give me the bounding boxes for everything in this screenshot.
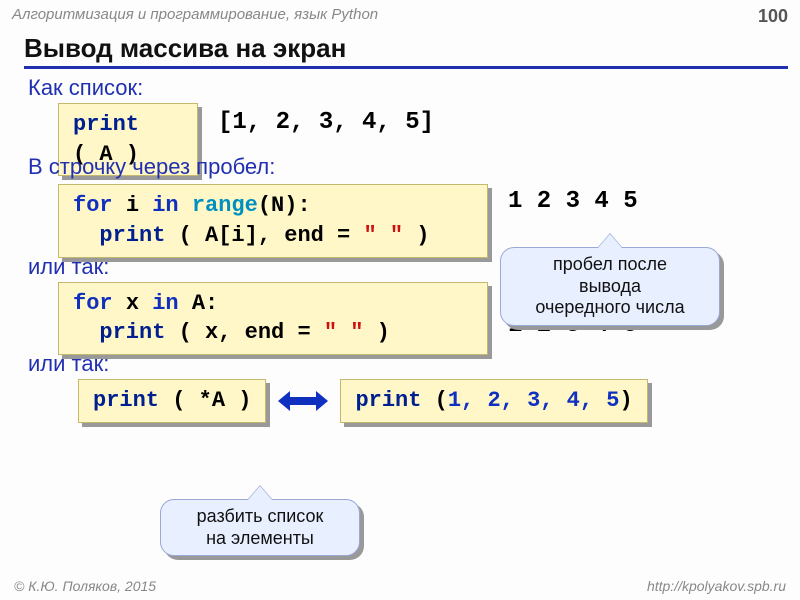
subject-text: Алгоритмизация и программирование, язык … <box>12 6 378 27</box>
output-line-1: 1 2 3 4 5 <box>508 188 638 215</box>
subhead-line: В строчку через пробел: <box>28 154 780 180</box>
code-print-nums: print (1, 2, 3, 4, 5) <box>340 379 647 423</box>
page-title: Вывод массива на экран <box>24 33 788 69</box>
content-area: Как список: print ( A ) [1, 2, 3, 4, 5] … <box>0 69 800 423</box>
code-star-a: print ( *A ) <box>78 379 266 423</box>
bidir-arrow-icon <box>278 389 328 413</box>
code-for-range: for i in range(N): print ( A[i], end = "… <box>58 184 488 257</box>
page-footer: © К.Ю. Поляков, 2015 http://kpolyakov.sp… <box>0 578 800 594</box>
page-header: Алгоритмизация и программирование, язык … <box>0 0 800 29</box>
page-number: 100 <box>758 6 788 27</box>
code-for-x: for x in A: print ( x, end = " " ) <box>58 282 488 355</box>
output-list: [1, 2, 3, 4, 5] <box>218 109 434 136</box>
copyright-text: © К.Ю. Поляков, 2015 <box>14 578 156 594</box>
source-url: http://kpolyakov.spb.ru <box>647 578 786 594</box>
callout-split: разбить список на элементы <box>160 499 360 556</box>
callout-space: пробел после вывода очередного числа <box>500 247 720 326</box>
subhead-list: Как список: <box>28 75 780 101</box>
kw-print: print <box>73 112 139 137</box>
